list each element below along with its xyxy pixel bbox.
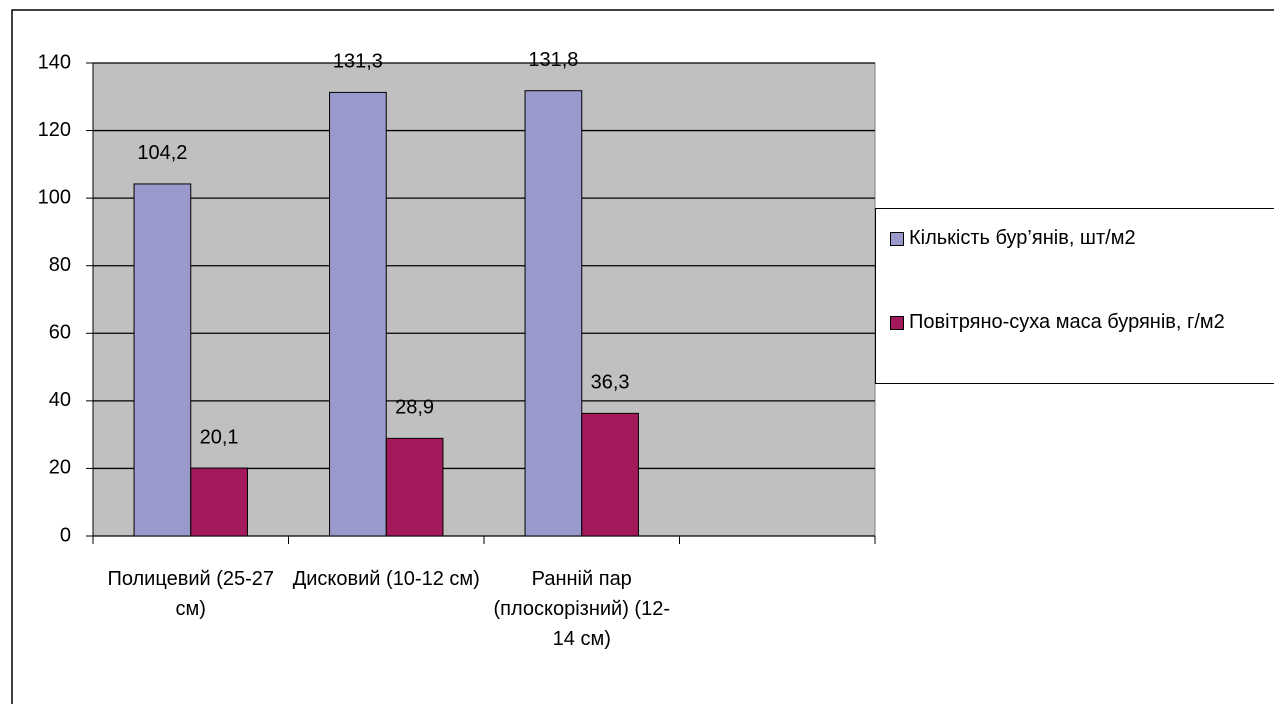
y-tick-label: 0 (60, 524, 71, 546)
bar (133, 183, 192, 537)
legend-swatch (890, 316, 904, 330)
y-tick-label: 100 (38, 186, 71, 208)
bar (385, 437, 444, 537)
legend-swatch (890, 232, 904, 246)
data-label: 131,8 (528, 49, 578, 71)
data-label: 36,3 (591, 372, 630, 394)
legend-label: Повітряно-суха маса бурянів, г/м2 (909, 311, 1225, 333)
data-label: 104,2 (137, 142, 187, 164)
legend-item: Повітряно-суха маса бурянів, г/м2 (890, 307, 1274, 337)
bar (190, 467, 248, 537)
y-tick-label: 60 (49, 322, 71, 344)
y-tick-label: 20 (49, 457, 71, 479)
y-tick-label: 40 (49, 389, 71, 411)
y-tick-label: 120 (38, 119, 71, 141)
data-label: 28,9 (395, 397, 434, 419)
bar (329, 91, 387, 537)
x-tick-label: Ранній пар (плоскорізний) (12-14 см) (493, 568, 670, 650)
y-tick-label: 80 (49, 254, 71, 276)
plot-area (92, 62, 876, 537)
data-label: 20,1 (200, 426, 239, 448)
x-tick-label: Дисковий (10-12 см) (292, 568, 480, 590)
bar (581, 412, 639, 537)
bar (524, 90, 583, 537)
legend: Кількість бур’янів, шт/м2 Повітряно-суха … (875, 208, 1274, 384)
data-label: 131,3 (333, 51, 383, 73)
x-tick-label: Полицевий (25-27 см) (107, 568, 275, 620)
legend-label: Кількість бур’янів, шт/м2 (909, 227, 1136, 249)
legend-item: Кількість бур’янів, шт/м2 (890, 223, 1274, 253)
y-tick-label: 140 (38, 51, 71, 73)
